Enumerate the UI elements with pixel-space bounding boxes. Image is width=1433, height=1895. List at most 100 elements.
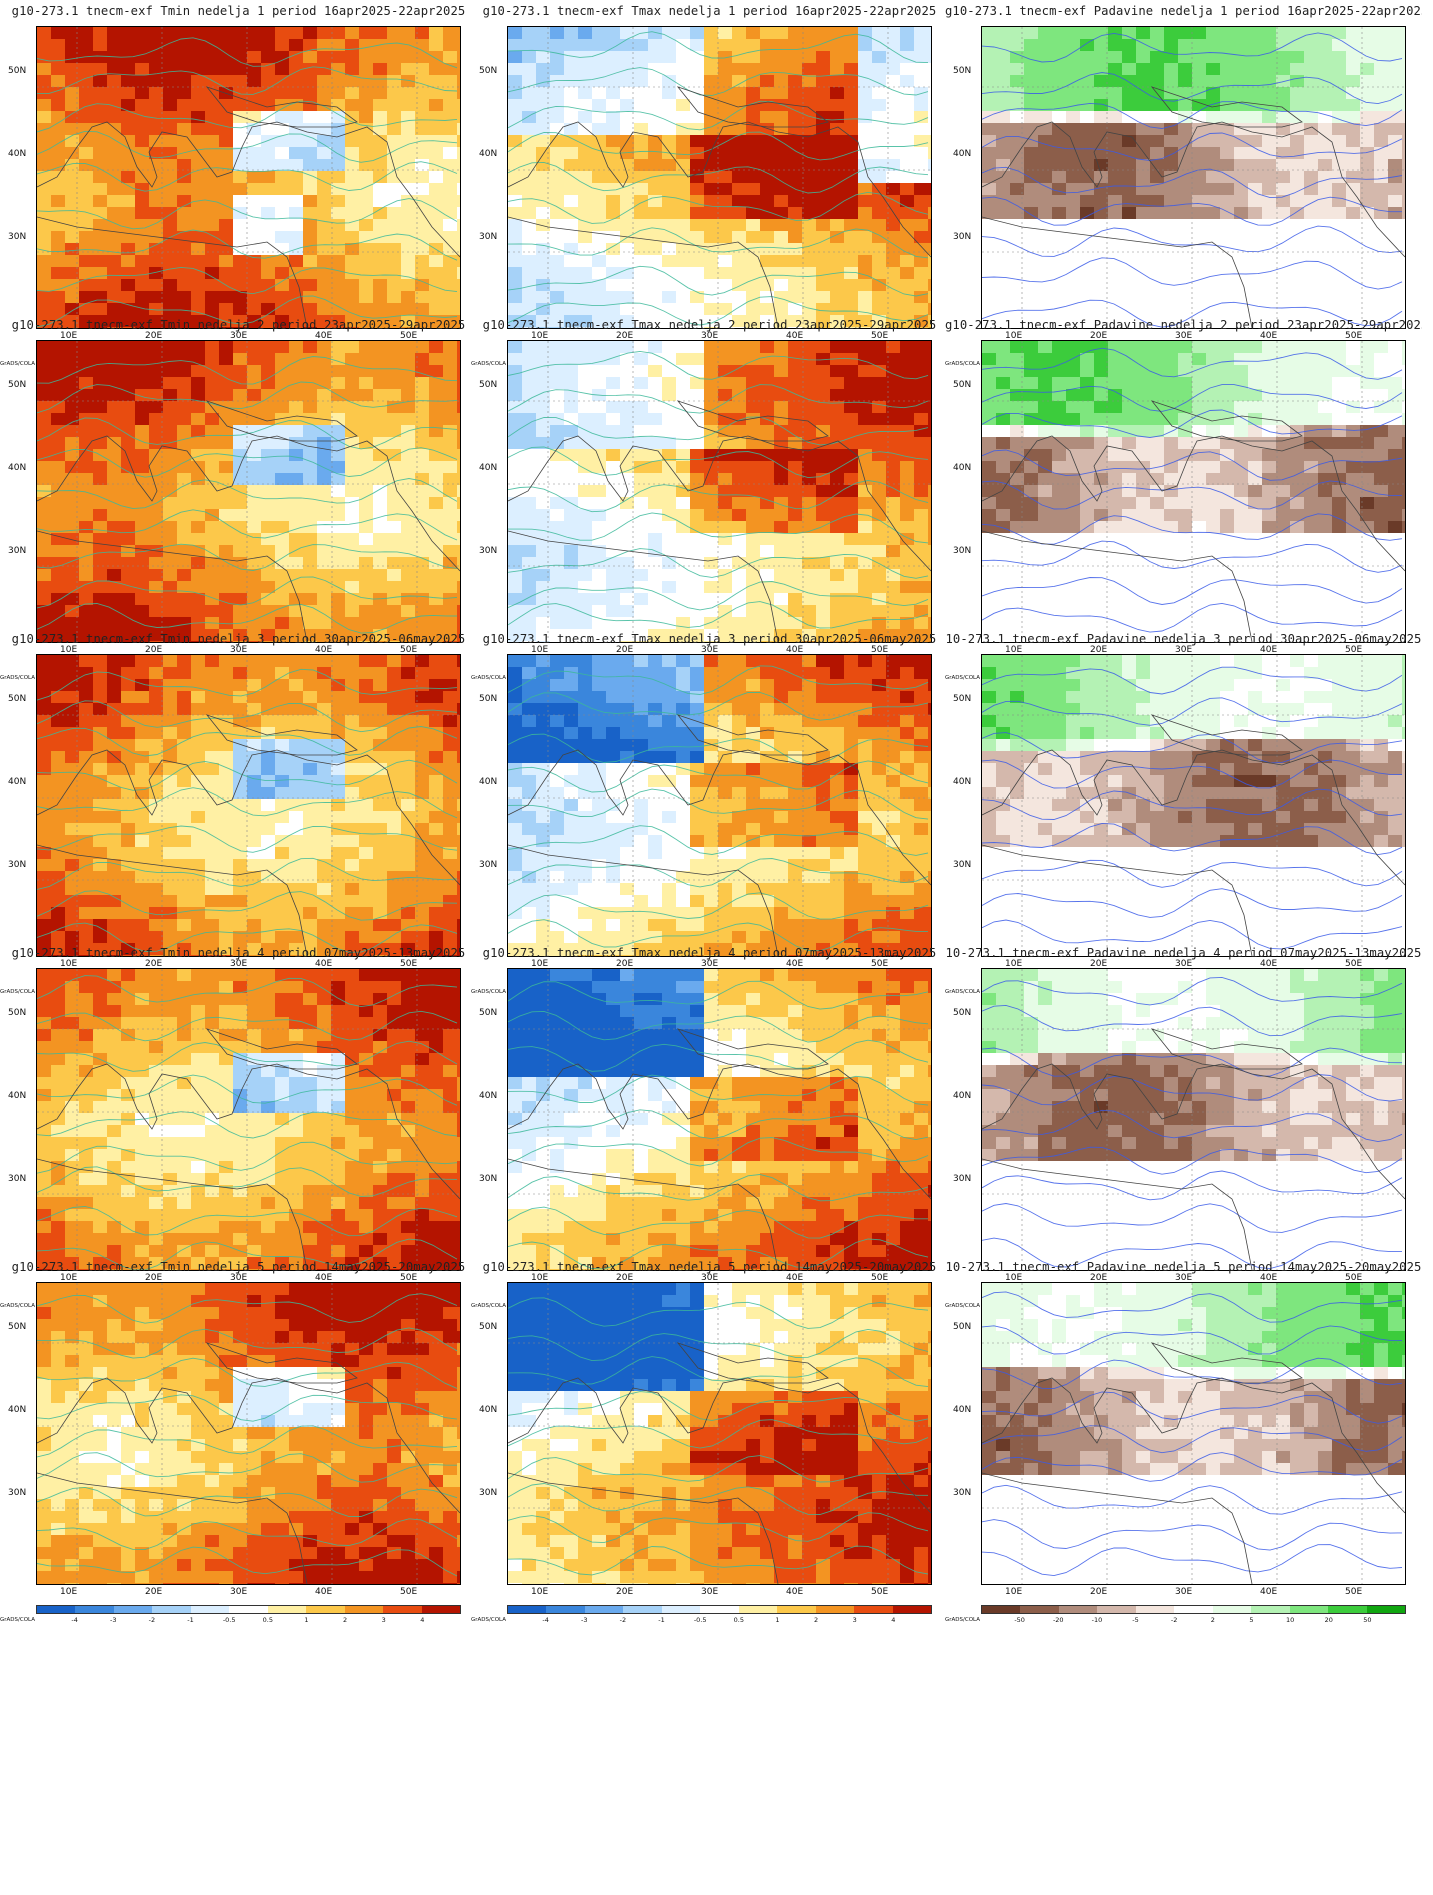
colorbar-tick-label: -2 [619, 1616, 627, 1624]
map-panel-padavine-week-2: g10-273.1 tnecm-exf Padavine nedelja 2 p… [945, 314, 1422, 693]
colorbar-tick-label: -2 [1170, 1616, 1178, 1624]
colorbar-segment [892, 1606, 931, 1613]
longitude-label: 10E [1005, 1587, 1023, 1597]
latitude-label: 40N [479, 463, 498, 473]
longitude-label: 40E [315, 959, 333, 969]
longitude-label: 20E [145, 1587, 163, 1597]
grads-credit: GrADS/COLA [471, 361, 506, 367]
longitude-label: 30E [1175, 645, 1193, 655]
colorbar-segment [75, 1606, 114, 1613]
latitude-label: 50N [479, 694, 498, 704]
longitude-label: 10E [60, 1587, 78, 1597]
panel-title: g10-273.1 tnecm-exf Tmax nedelja 3 perio… [482, 632, 937, 646]
longitude-label: 10E [60, 959, 78, 969]
colorbar-labels: -50 -20 -10 -5 -2 2 5 10 20 50 [981, 1616, 1406, 1626]
colorbar-segment [1251, 1606, 1290, 1613]
anomaly-field [37, 969, 460, 1270]
longitude-label: 50E [1345, 645, 1363, 655]
longitude-label: 40E [1260, 645, 1278, 655]
longitude-label: 50E [400, 645, 418, 655]
latitude-label: 30N [8, 546, 27, 556]
longitude-label: 50E [1345, 1587, 1363, 1597]
colorbar-tick-label: -50 [1014, 1616, 1025, 1624]
colorbar-segment [1212, 1606, 1252, 1613]
latitude-label: 40N [8, 463, 27, 473]
map-area [36, 340, 461, 643]
latitude-label: 40N [479, 1091, 498, 1101]
longitude-label: 50E [871, 645, 889, 655]
map-area [507, 26, 932, 329]
longitude-label: 20E [616, 331, 634, 341]
colorbar [981, 1605, 1406, 1614]
colorbar-tick-label: -2 [148, 1616, 156, 1624]
colorbar-segment [1097, 1606, 1136, 1613]
map-panel-tmax-week-2: g10-273.1 tnecm-exf Tmax nedelja 2 perio… [471, 314, 948, 693]
colorbar-tick-label: 20 [1324, 1616, 1333, 1624]
map-area [507, 340, 932, 643]
anomaly-field [37, 341, 460, 642]
longitude-label: 30E [701, 959, 719, 969]
latitude-label: 40N [8, 1091, 27, 1101]
latitude-label: 40N [8, 149, 27, 159]
colorbar [36, 1605, 461, 1614]
longitude-label: 50E [400, 1273, 418, 1283]
anomaly-field [508, 969, 931, 1270]
anomaly-field [508, 655, 931, 956]
colorbar-tick-label: 0.5 [733, 1616, 744, 1624]
colorbar-segment [344, 1606, 384, 1613]
colorbar-tick-label: -4 [542, 1616, 549, 1624]
colorbar-segment [700, 1606, 739, 1613]
longitude-label: 40E [1260, 1587, 1278, 1597]
map-panel-padavine-week-5: 10-273.1 tnecm-exf Padavine nedelja 5 pe… [945, 1256, 1422, 1635]
longitude-label: 30E [1175, 959, 1193, 969]
latitude-label: 30N [8, 232, 27, 242]
colorbar-tick-label: 1 [304, 1616, 309, 1624]
panel-title: g10-273.1 tnecm-exf Tmin nedelja 4 perio… [11, 946, 466, 960]
anomaly-field [37, 1283, 460, 1584]
latitude-label: 30N [953, 546, 972, 556]
latitude-label: 30N [479, 1174, 498, 1184]
latitude-label: 50N [953, 380, 972, 390]
colorbar-tick-label: -0.5 [693, 1616, 707, 1624]
colorbar-segment [661, 1606, 701, 1613]
longitude-label: 30E [1175, 1273, 1193, 1283]
longitude-label: 10E [60, 645, 78, 655]
grads-credit: GrADS/COLA [945, 675, 980, 681]
anomaly-field [508, 341, 931, 642]
longitude-label: 40E [786, 959, 804, 969]
longitude-label: 20E [1090, 645, 1108, 655]
panel-title: g10-273.1 tnecm-exf Tmax nedelja 5 perio… [482, 1260, 937, 1274]
colorbar-tick-label: 1 [775, 1616, 780, 1624]
longitude-label: 30E [1175, 331, 1193, 341]
colorbar-tick-label: 5 [1249, 1616, 1254, 1624]
anomaly-field [982, 27, 1405, 328]
longitude-label: 20E [1090, 959, 1108, 969]
longitude-label: 20E [616, 1587, 634, 1597]
latitude-label: 40N [953, 1405, 972, 1415]
map-area [981, 968, 1406, 1271]
grads-credit: GrADS/COLA [0, 361, 35, 367]
longitude-label: 30E [701, 645, 719, 655]
map-area [981, 1282, 1406, 1585]
colorbar-segment [306, 1606, 345, 1613]
map-area [507, 654, 932, 957]
colorbar-segment [508, 1606, 547, 1613]
longitude-label: 30E [701, 331, 719, 341]
longitude-label: 30E [230, 1273, 248, 1283]
colorbar-tick-label: 2 [343, 1616, 348, 1624]
latitude-label: 50N [479, 66, 498, 76]
anomaly-field [508, 1283, 931, 1584]
anomaly-field [508, 27, 931, 328]
colorbar-segment [1058, 1606, 1098, 1613]
panel-title: g10-273.1 tnecm-exf Padavine nedelja 2 p… [945, 318, 1422, 332]
latitude-label: 30N [8, 1174, 27, 1184]
latitude-label: 50N [953, 694, 972, 704]
longitude-label: 10E [531, 1273, 549, 1283]
latitude-label: 50N [8, 694, 27, 704]
latitude-label: 50N [8, 1008, 27, 1018]
latitude-label: 30N [953, 232, 972, 242]
map-panel-tmin-week-3: g10-273.1 tnecm-exf Tmin nedelja 3 perio… [0, 628, 477, 1007]
longitude-label: 10E [531, 331, 549, 341]
longitude-label: 50E [871, 1273, 889, 1283]
longitude-label: 10E [1005, 331, 1023, 341]
